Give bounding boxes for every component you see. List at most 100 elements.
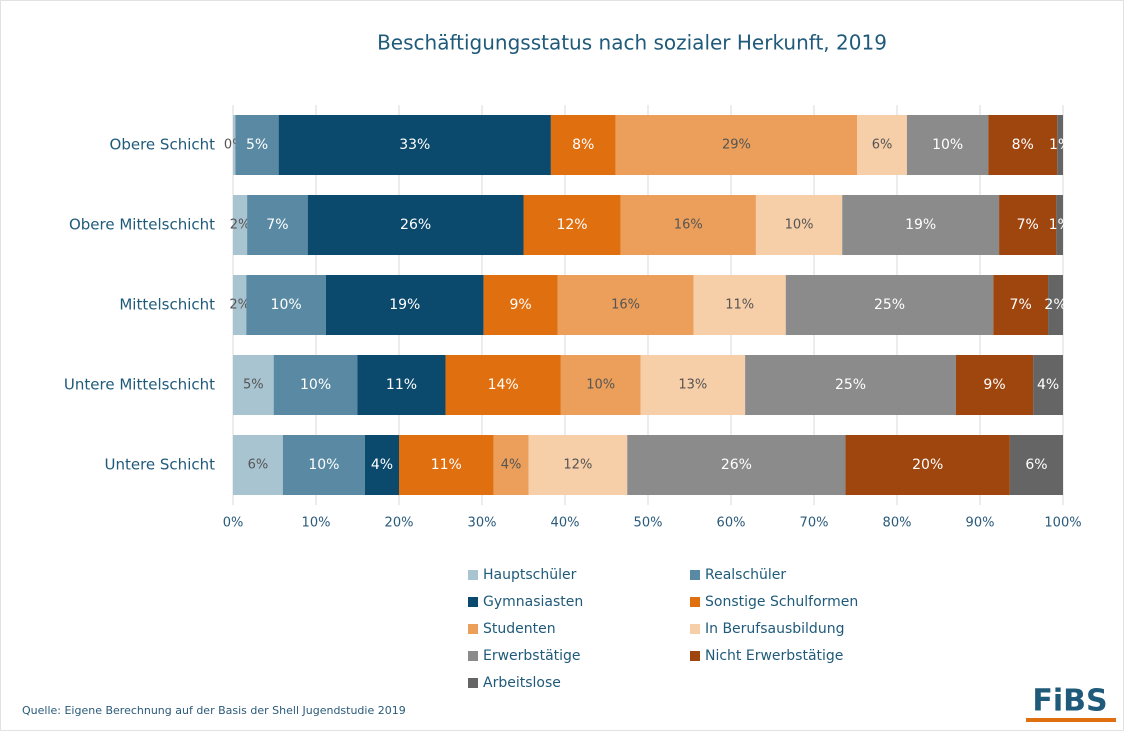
bar-segment [399, 435, 494, 495]
bar-segment [273, 355, 358, 415]
data-label: 2% [1044, 297, 1066, 313]
data-label: 4% [371, 457, 393, 473]
legend-label: Nicht Erwerbstätige [705, 648, 843, 664]
legend-label: Studenten [483, 621, 556, 637]
bar-segment [857, 115, 907, 175]
bar-segment [988, 115, 1058, 175]
bar-segment [1056, 195, 1063, 255]
logo-underline [1026, 718, 1116, 722]
x-tick-label: 0% [223, 516, 244, 531]
x-tick-label: 80% [883, 516, 912, 531]
data-label: 12% [563, 458, 592, 473]
data-label: 25% [874, 297, 905, 313]
data-label: 2% [229, 298, 250, 313]
data-label: 10% [308, 457, 339, 473]
data-label: 4% [501, 458, 522, 473]
data-label: 11% [386, 377, 417, 393]
bar-segment [233, 195, 248, 255]
data-label: 11% [431, 457, 462, 473]
bar-segment [615, 115, 858, 175]
data-label: 10% [300, 377, 331, 393]
bar-segment [955, 355, 1034, 415]
bar-segment [246, 275, 326, 335]
bar-segment [364, 435, 399, 495]
bar-segment [307, 195, 524, 255]
legend-label: Erwerbstätige [483, 648, 581, 664]
bar-segment [755, 195, 843, 255]
data-label: 8% [1012, 137, 1034, 153]
legend-swatch [468, 651, 478, 661]
bar-segment [1048, 275, 1063, 335]
legend-swatch [690, 651, 700, 661]
legend-label: Arbeitslose [483, 675, 561, 691]
legend-swatch [468, 570, 478, 580]
legend-label: Sonstige Schulformen [705, 594, 858, 610]
data-label: 10% [586, 378, 615, 393]
data-label: 1% [1049, 137, 1071, 153]
data-label: 16% [674, 218, 703, 233]
data-label: 7% [1010, 297, 1032, 313]
data-label: 29% [722, 138, 751, 153]
bar-segment [1009, 435, 1063, 495]
bar-segment [233, 355, 274, 415]
data-label: 9% [983, 377, 1005, 393]
x-tick-label: 10% [302, 516, 331, 531]
bar-segment [445, 355, 561, 415]
bar-segment [845, 435, 1010, 495]
data-label: 16% [611, 298, 640, 313]
legend-swatch [690, 624, 700, 634]
bar-segment [233, 435, 283, 495]
data-label: 11% [725, 298, 754, 313]
bar-segment [1033, 355, 1063, 415]
x-tick-label: 70% [800, 516, 829, 531]
y-tick-label: Obere Schicht [110, 136, 216, 154]
legend-label: Realschüler [705, 567, 786, 583]
data-label: 19% [905, 217, 936, 233]
source-note: Quelle: Eigene Berechnung auf der Basis … [22, 704, 406, 717]
data-label: 10% [785, 218, 814, 233]
legend-swatch [468, 678, 478, 688]
bar-segment [282, 435, 365, 495]
data-label: 4% [1037, 377, 1059, 393]
bar-segment [627, 435, 846, 495]
bar-segment [233, 275, 247, 335]
bar-segment [993, 275, 1049, 335]
bar-segment [528, 435, 628, 495]
legend-swatch [468, 624, 478, 634]
x-tick-label: 40% [551, 516, 580, 531]
data-label: 6% [872, 138, 893, 153]
data-label: 25% [835, 377, 866, 393]
data-label: 6% [1025, 457, 1047, 473]
x-tick-label: 90% [966, 516, 995, 531]
data-label: 7% [1017, 217, 1039, 233]
bar-segment [493, 435, 529, 495]
bar-segment [325, 275, 484, 335]
logo: FiBS [1032, 684, 1107, 719]
legend-swatch [468, 597, 478, 607]
chart-title: Beschäftigungsstatus nach sozialer Herku… [377, 31, 887, 55]
data-label: 5% [246, 137, 268, 153]
bar-segment [906, 115, 989, 175]
bar-segment [560, 355, 641, 415]
data-label: 19% [389, 297, 420, 313]
bar-segment [278, 115, 551, 175]
x-tick-label: 20% [385, 516, 414, 531]
x-tick-label: 30% [468, 516, 497, 531]
legend-swatch [690, 570, 700, 580]
legend-label: Gymnasiasten [483, 594, 583, 610]
data-label: 13% [678, 378, 707, 393]
bar-segment [785, 275, 994, 335]
bar-segment [1057, 115, 1063, 175]
bar-segment [745, 355, 956, 415]
legend-swatch [690, 597, 700, 607]
data-label: 26% [721, 457, 752, 473]
y-tick-label: Obere Mittelschicht [69, 216, 215, 234]
legend-label: Hauptschüler [483, 567, 577, 583]
data-label: 20% [912, 457, 943, 473]
data-label: 26% [400, 217, 431, 233]
data-label: 10% [271, 297, 302, 313]
data-label: 5% [243, 378, 264, 393]
data-label: 8% [572, 137, 594, 153]
data-label: 7% [266, 217, 288, 233]
